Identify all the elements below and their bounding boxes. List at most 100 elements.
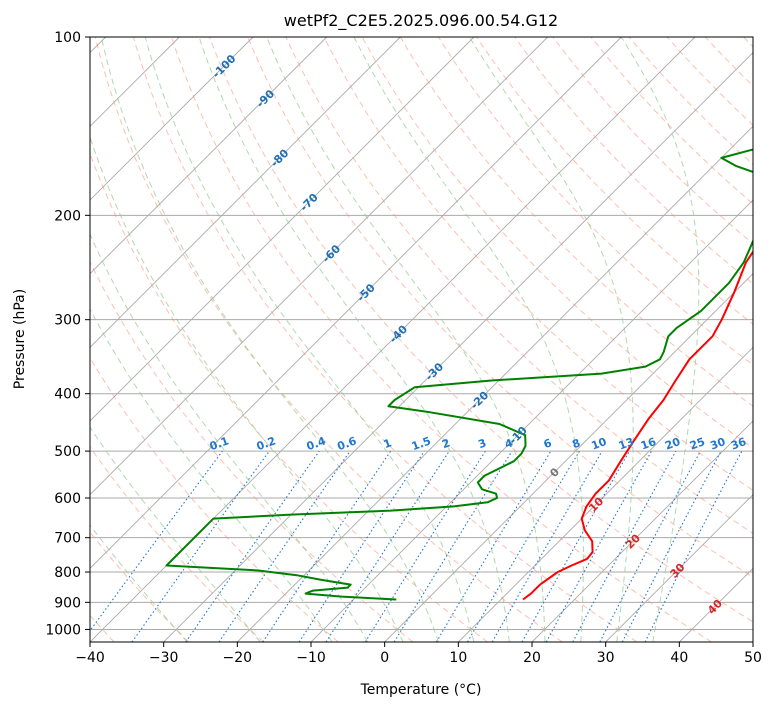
mixing-ratio-line	[572, 450, 677, 642]
moist-adiabat	[100, 37, 439, 642]
mixing-ratio-label: 3	[476, 436, 488, 451]
moist-adiabat	[90, 426, 261, 642]
y-tick-label: 300	[54, 313, 81, 329]
chart-labels: 0.1 0.2 0.4 0.6 1 1.5 2 3 4 6 8 10 13 16 20 25 30 36-100-…	[208, 52, 748, 617]
chart-title: wetPf2_C2E5.2025.096.00.54.G12	[284, 11, 558, 31]
y-tick-label: 400	[54, 387, 81, 403]
dry-adiabat	[666, 37, 753, 126]
mixing-ratio-lines	[90, 450, 743, 642]
mixing-ratio-line	[521, 450, 630, 642]
dry-adiabat	[90, 531, 190, 642]
mixing-ratio-line	[435, 450, 552, 642]
dry-adiabat	[437, 37, 753, 366]
mixing-ratio-line	[364, 450, 486, 642]
dry-adiabat	[552, 37, 753, 245]
y-tick-label: 500	[54, 444, 81, 460]
isotherm-label: -30	[423, 360, 446, 383]
isotherm-label: 20	[623, 531, 643, 551]
isotherm-label: -50	[355, 281, 378, 304]
dry-adiabat	[476, 37, 753, 325]
y-axis-ticks: 100 200 300 400 500 600 700 800 900 1000	[45, 30, 90, 638]
mixing-ratio-label: 25	[688, 435, 707, 452]
isotherm-label: -90	[254, 87, 277, 110]
dry-adiabat	[90, 152, 488, 642]
x-tick-label: 40	[670, 650, 688, 666]
moist-adiabat	[353, 37, 584, 642]
isotherm-line	[90, 37, 475, 422]
mixing-ratio-label: 0.6	[336, 434, 359, 453]
mixing-ratio-line	[644, 450, 743, 642]
isotherm-line	[605, 494, 753, 642]
isotherm-line	[90, 37, 254, 201]
mixing-ratio-label: 4	[503, 436, 515, 451]
dry-adiabat	[743, 37, 753, 48]
moist-adiabat	[620, 37, 700, 642]
x-axis-ticks: −40 −30 −20 −10 0 10 20 30 40 50	[75, 642, 762, 666]
mixing-ratio-line	[545, 450, 653, 642]
dry-adiabat	[90, 260, 414, 642]
x-axis-label: Temperature (°C)	[360, 682, 482, 698]
isotherm-label: -40	[387, 322, 410, 345]
mixing-ratio-line	[599, 450, 701, 642]
mixing-ratio-label: 8	[570, 436, 582, 451]
isotherm-line	[679, 567, 753, 642]
x-tick-label: −10	[296, 650, 326, 666]
y-tick-label: 800	[54, 565, 81, 581]
mixing-ratio-line	[185, 450, 320, 642]
isotherm-label: 40	[705, 597, 725, 617]
moist-adiabat	[144, 37, 475, 642]
dry-adiabat	[94, 37, 563, 642]
x-tick-label: 20	[523, 650, 541, 666]
dry-adiabat	[90, 446, 264, 642]
dry-adiabat	[514, 37, 753, 285]
dry-adiabat	[628, 37, 753, 166]
isotherm-line	[237, 125, 753, 642]
isobar-gridlines	[90, 37, 753, 630]
isotherm-line	[90, 37, 327, 275]
mixing-ratio-label: 6	[542, 436, 554, 451]
x-tick-label: 0	[380, 650, 389, 666]
isotherm-line	[90, 37, 401, 348]
isotherm-line	[90, 37, 622, 569]
moist-adiabat	[90, 524, 188, 642]
x-tick-label: −20	[223, 650, 253, 666]
mixing-ratio-line	[298, 450, 425, 642]
isotherm-line	[752, 641, 753, 642]
dewpoint-line	[165, 148, 753, 601]
dry-adiabat	[704, 37, 753, 87]
x-tick-label: 50	[744, 650, 762, 666]
dry-adiabat	[90, 356, 339, 642]
mixing-ratio-line	[262, 450, 392, 642]
y-tick-label: 900	[54, 595, 81, 611]
mixing-ratio-label: 0.2	[255, 434, 278, 453]
mixing-ratio-label: 10	[590, 435, 609, 453]
y-tick-label: 1000	[45, 622, 81, 638]
isotherm-label: 0	[547, 465, 562, 480]
y-axis-label: Pressure (hPa)	[12, 289, 28, 389]
mixing-ratio-label: 30	[708, 435, 727, 453]
mixing-ratio-label: 1.5	[410, 434, 433, 453]
plot-frame	[89, 36, 754, 643]
y-tick-label: 200	[54, 208, 81, 224]
profile-series	[165, 148, 753, 601]
mixing-ratio-label: 2	[440, 436, 452, 451]
mixing-ratio-label: 0.4	[305, 434, 328, 453]
dry-adiabat	[361, 37, 753, 449]
mixing-ratio-line	[218, 450, 351, 642]
mixing-ratio-line	[90, 450, 223, 632]
mixing-ratio-label: 36	[729, 435, 748, 453]
mixing-ratio-label: 0.1	[208, 434, 231, 453]
x-tick-label: −30	[149, 650, 179, 666]
isotherm-line	[458, 346, 753, 642]
temperature-line	[522, 250, 753, 601]
dry-adiabat	[209, 37, 753, 623]
mixing-ratio-label: 13	[617, 435, 636, 452]
x-tick-label: 30	[597, 650, 615, 666]
x-tick-label: 10	[449, 650, 467, 666]
mixing-ratio-label: 16	[639, 435, 658, 453]
isotherm-label: -100	[210, 52, 239, 81]
isotherm-line	[90, 37, 548, 496]
y-tick-label: 600	[54, 491, 81, 507]
dry-adiabat	[590, 37, 753, 205]
